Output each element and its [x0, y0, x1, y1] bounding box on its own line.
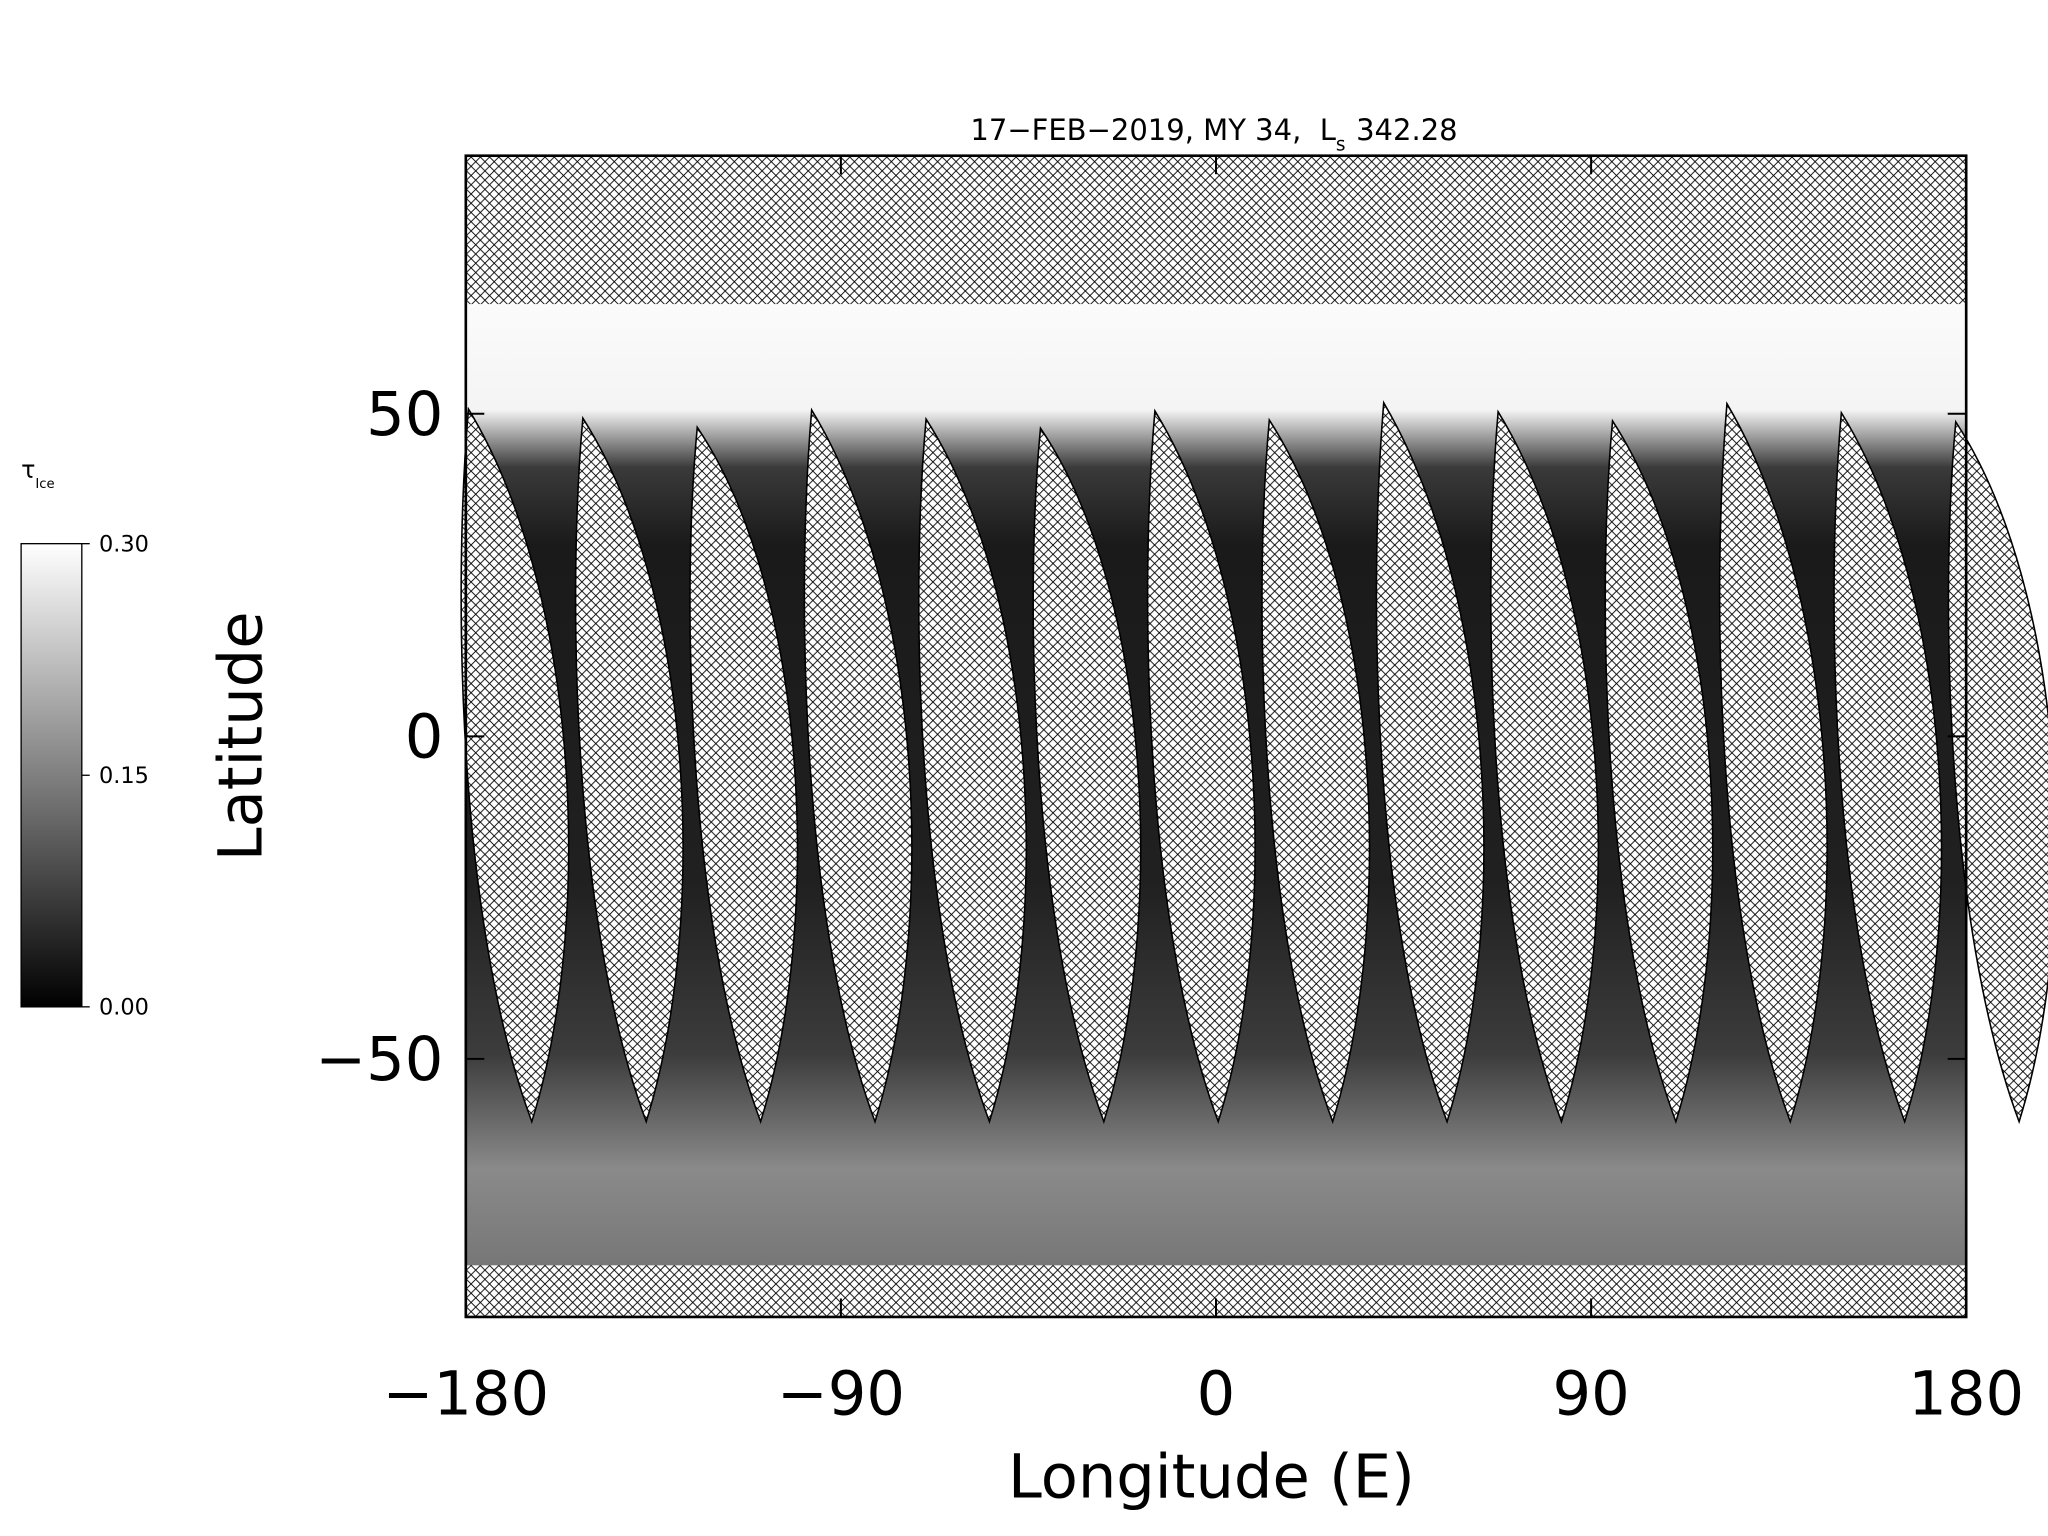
swath-gap [460, 406, 570, 1125]
y-tick-label: 0 [405, 702, 444, 772]
colorbar-tick-label: 0.15 [99, 763, 149, 789]
swath-gap [1718, 401, 1828, 1125]
swath-gap [1604, 418, 1714, 1125]
swath-gap [803, 407, 913, 1125]
y-tick-label: 50 [366, 380, 443, 450]
x-axis-label: Longitude (E) [1008, 1443, 1415, 1513]
swath-gap [1833, 410, 1943, 1125]
x-tick-label: 0 [1197, 1360, 1236, 1430]
swath-gap [1947, 419, 2048, 1125]
swath-gap [1490, 409, 1600, 1125]
title-end: 342.28 [1356, 113, 1458, 147]
colorbar-tick-label: 0.30 [99, 532, 149, 558]
swath-gap [1032, 425, 1142, 1125]
swath-gap [1375, 400, 1485, 1125]
x-tick-label: 90 [1552, 1360, 1629, 1430]
title: 17−FEB−2019, MY 34, Ls 342.28 [970, 113, 1457, 156]
x-tick-label: −180 [382, 1360, 549, 1430]
colorbar [20, 543, 83, 1008]
colorbar-symbol: τ [21, 456, 35, 484]
swath-gap [1146, 408, 1256, 1125]
swath-gap [689, 425, 799, 1125]
colorbar-tick-label: 0.00 [99, 995, 149, 1021]
swath-gap [918, 416, 1028, 1125]
title-subscript: s [1336, 134, 1346, 155]
swath-gap [1261, 417, 1371, 1125]
swath-gap [574, 415, 684, 1125]
y-axis-label: Latitude [206, 611, 276, 861]
colorbar-subscript: Ice [35, 477, 54, 492]
y-tick-label: −50 [315, 1025, 443, 1095]
colorbar-label: τIce [21, 456, 55, 493]
x-tick-label: 180 [1908, 1360, 2024, 1430]
x-tick-label: −90 [777, 1360, 905, 1430]
title-text: 17−FEB−2019, MY 34, L [970, 113, 1336, 147]
